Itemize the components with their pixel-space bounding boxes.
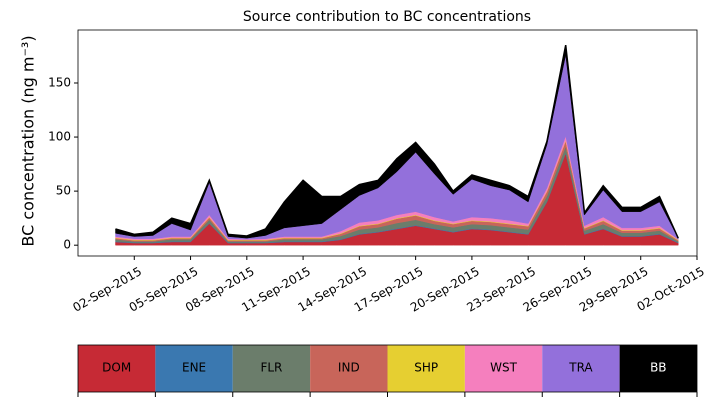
y-tick-label: 150 [48,75,71,89]
legend-label: BB [650,361,666,375]
legend-swatch [542,345,620,392]
legend-swatch [78,345,156,392]
legend-label: TRA [568,361,593,375]
chart-title: Source contribution to BC concentrations [243,9,531,25]
legend: DOM ENE FLR IND SHP WST TRA BB [77,344,698,397]
legend-label: SHP [414,361,438,375]
y-tick-label: 100 [48,130,71,144]
legend-swatch [387,345,465,392]
plot-frame [77,29,698,257]
plot-area [115,44,679,246]
legend-swatch [464,345,543,392]
area [115,54,679,240]
legend-swatch [232,345,311,392]
legend-label: WST [490,361,517,375]
legend-swatch [155,345,233,392]
legend-frame [77,344,698,393]
legend-label: DOM [102,361,131,375]
legend-swatch [619,345,697,392]
y-tick-label: 50 [56,184,71,198]
legend-swatch [310,345,388,392]
legend-label: ENE [182,361,206,375]
legend-label: FLR [260,361,282,375]
y-axis-label: BC concentration (ng m⁻³) [19,35,38,246]
total-line [115,44,679,239]
legend-label: IND [338,361,360,375]
y-tick-label: 0 [63,238,71,252]
